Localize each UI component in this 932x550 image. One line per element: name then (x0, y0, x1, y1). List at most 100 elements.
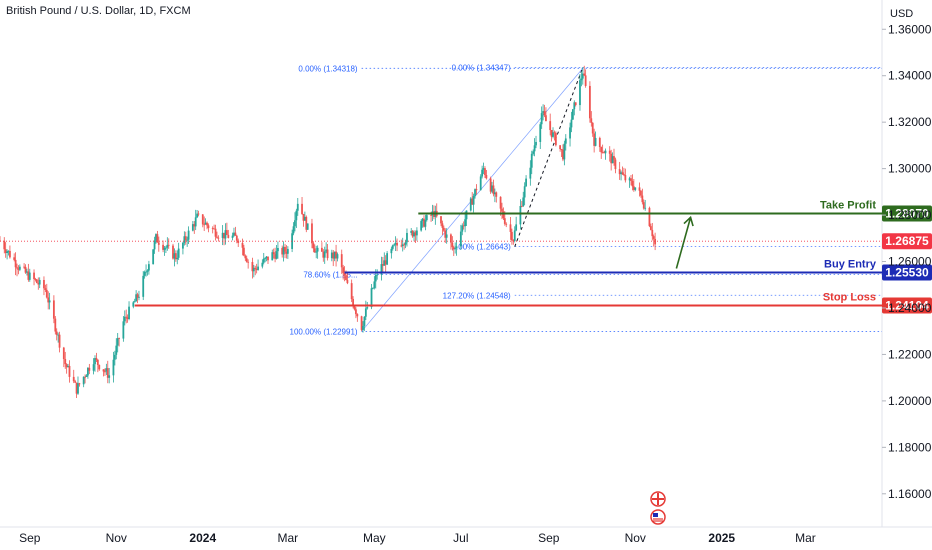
candle-body (373, 281, 376, 288)
candle-body (459, 231, 462, 247)
candle-body (624, 175, 627, 181)
candle-body (174, 253, 177, 260)
candle-body (252, 267, 255, 272)
candle-body (451, 242, 454, 248)
candle-body (332, 252, 335, 259)
candle-body (157, 242, 160, 245)
candle-body (641, 195, 644, 203)
candle-body (540, 113, 543, 125)
candle-body (401, 244, 404, 247)
candle-body (442, 227, 445, 231)
candle-body (261, 262, 264, 267)
fib-level-label: 78.60% (1.25... (303, 271, 357, 280)
candle-body (33, 272, 35, 280)
candle-body (132, 302, 135, 307)
x-axis[interactable]: Sep Nov 2024 Mar May Jul Sep Nov 2025 Mar (19, 531, 816, 545)
candle-body (95, 358, 98, 360)
candle-body (142, 275, 145, 297)
candle-body (255, 268, 258, 270)
current-price-tag (882, 233, 932, 250)
candle-body (54, 318, 57, 332)
x-tick-label: 2024 (189, 531, 216, 545)
candle-body (598, 137, 601, 148)
candle-body (176, 257, 179, 260)
candle-body (445, 234, 448, 238)
candle-body (13, 257, 16, 260)
candle-body (569, 127, 571, 139)
candle-body (423, 218, 425, 227)
us-flag-icon[interactable] (650, 509, 666, 525)
candle-body (444, 230, 447, 238)
candle-body (7, 250, 10, 252)
candle-body (65, 364, 68, 368)
candle-body (85, 375, 88, 377)
candle-body (257, 266, 259, 270)
y-axis[interactable]: 1.36000 1.34000 1.32000 1.30000 1.28000 1.260… (882, 22, 932, 501)
candle-body (233, 232, 235, 236)
candle-body (503, 218, 506, 224)
candle-body (72, 376, 75, 382)
candle-body (207, 225, 210, 229)
candle-body (88, 367, 91, 371)
y-tick-label: 1.22000 (888, 347, 932, 361)
candle-body (64, 359, 67, 365)
candle-body (186, 239, 189, 241)
candle-body (601, 152, 604, 154)
candle-body (493, 192, 496, 195)
candle-body (505, 223, 508, 225)
candle-body (172, 245, 174, 259)
candle-body (254, 267, 257, 269)
candle-body (237, 240, 240, 243)
candle-body (406, 232, 408, 243)
candle-body (356, 314, 359, 317)
candle-body (440, 216, 442, 224)
candle-body (294, 220, 296, 227)
candle-body (632, 186, 635, 190)
candle-body (414, 232, 417, 236)
candle-body (461, 225, 464, 232)
currency-label[interactable]: USD (890, 8, 913, 20)
candle-body (570, 119, 573, 128)
candle-body (593, 133, 596, 146)
level-price-value: 1.24104 (885, 299, 929, 313)
candle-body (3, 240, 6, 250)
candle-body (165, 247, 167, 249)
candle-body (315, 251, 318, 253)
fib-trend-line-2 (514, 67, 584, 247)
uk-flag-icon[interactable] (650, 491, 666, 507)
y-tick-label: 1.32000 (888, 115, 932, 129)
candle-body (380, 264, 383, 275)
candle-body (335, 251, 337, 259)
candle-body (322, 251, 325, 258)
candle-body (424, 220, 427, 227)
candle-body (464, 219, 467, 227)
candle-body (245, 258, 248, 262)
candle-body (302, 214, 305, 221)
candle-body (509, 224, 512, 232)
level-label: Stop Loss (823, 292, 876, 304)
candle-body (475, 189, 478, 191)
candle-body (9, 250, 11, 258)
candle-body (125, 316, 128, 318)
candle-body (425, 215, 428, 221)
candle-body (216, 236, 218, 238)
candle-body (295, 210, 298, 221)
candle-body (244, 255, 247, 259)
level-price-tag (882, 264, 932, 281)
candle-body (360, 316, 363, 330)
candle-body (84, 376, 86, 378)
candle-body (27, 271, 30, 280)
target-arrow (675, 217, 692, 269)
candle-body (469, 198, 472, 211)
candle-body (296, 203, 299, 211)
candle-body (138, 296, 140, 298)
candle-body (28, 272, 31, 280)
candle-body (549, 121, 552, 131)
candles-layer (0, 65, 657, 399)
candle-body (628, 178, 631, 181)
candle-body (128, 306, 130, 319)
candle-body (542, 111, 544, 114)
candle-body (67, 365, 69, 368)
candle-body (642, 202, 645, 209)
